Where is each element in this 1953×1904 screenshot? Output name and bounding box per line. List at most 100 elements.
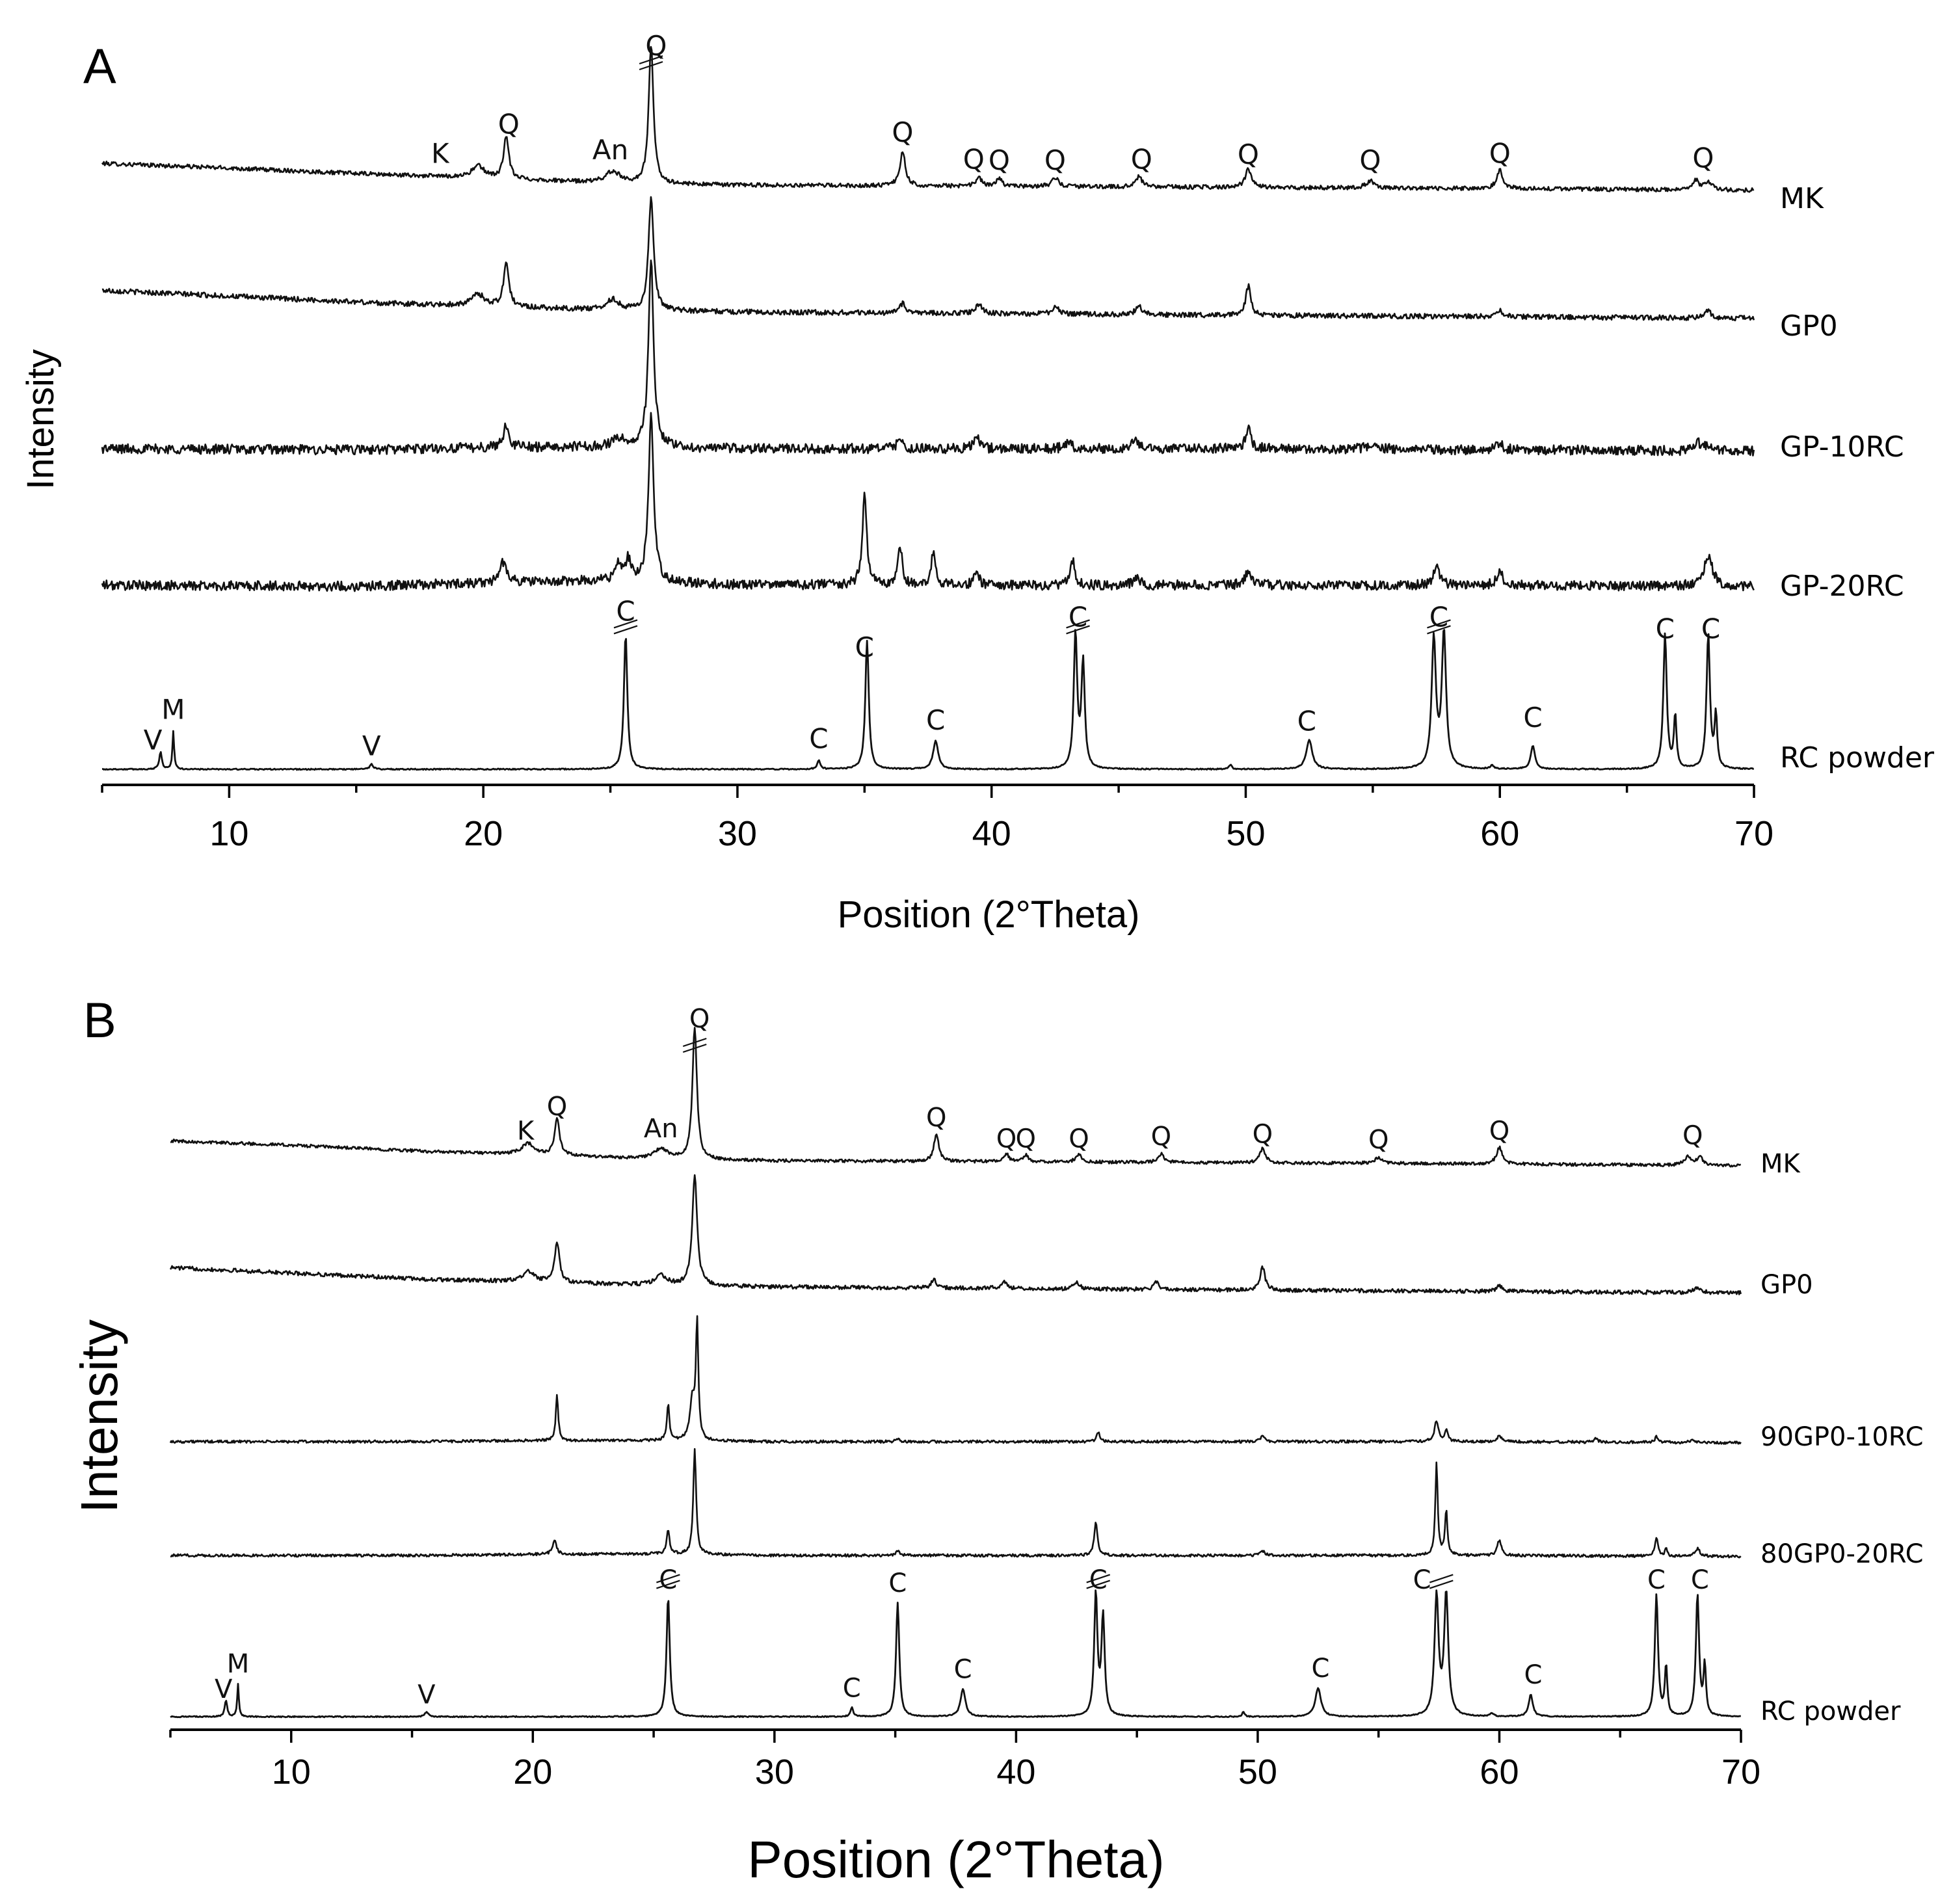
peak-label: Q [892,116,913,148]
x-tick-label: 70 [1734,814,1774,853]
x-tick-label: 20 [513,1752,552,1792]
peak-label: C [616,595,635,627]
peak-label: C [1524,1660,1543,1690]
peak-label: Q [498,108,520,140]
peak-label: K [517,1117,535,1146]
x-tick-label: 20 [464,814,503,853]
trace-gp0 [101,196,1755,322]
peak-label: Q [1044,144,1066,176]
axis-break-mark [1429,1580,1454,1589]
axis-break-mark [1066,619,1090,629]
trace-gp-20rc [101,412,1755,592]
x-axis-title: Position (2°Theta) [838,893,1140,936]
series-label: GP0 [1780,310,1838,343]
peak-label: C [843,1673,861,1703]
peak-label: C [926,704,945,736]
trace-80gp0-20rc [170,1448,1742,1559]
peak-label: Q [989,144,1010,176]
peak-label: C [1069,601,1087,633]
peak-label: Q [1692,142,1714,174]
peak-label: Q [926,1103,946,1133]
series-label: MK [1780,182,1824,215]
axis-break-mark [1427,619,1451,629]
peak-label: Q [1489,137,1511,169]
axis-break-mark [1086,1580,1111,1589]
series-label: RC powder [1780,741,1935,774]
panel-letter: A [83,39,116,94]
x-tick-label: 60 [1480,814,1519,853]
x-tick-label: 50 [1226,814,1265,853]
axis-break-mark [1427,625,1451,635]
peak-label: An [592,134,628,166]
peak-label: Q [996,1124,1016,1154]
peak-label: Q [1253,1120,1273,1150]
peak-label: Q [645,30,667,62]
x-tick-label: 70 [1721,1752,1760,1792]
series-label: GP-10RC [1780,430,1904,464]
peak-label: C [1089,1565,1108,1595]
series-label: GP-20RC [1780,570,1904,603]
x-tick-label: 60 [1480,1752,1519,1792]
trace-gp-10rc [101,259,1755,456]
x-tick-label: 50 [1238,1752,1277,1792]
x-tick-label: 10 [272,1752,311,1792]
peak-label: Q [689,1004,710,1034]
peak-label: C [1701,613,1720,644]
axis-break-mark [639,60,663,71]
peak-label: M [161,694,185,726]
peak-label: Q [547,1092,567,1122]
peak-label: Q [1131,143,1152,175]
x-tick-label: 30 [718,814,757,853]
series-label: 80GP0-20RC [1760,1539,1924,1569]
axis-break-mark [1066,625,1090,635]
series-label: 90GP0-10RC [1760,1422,1924,1452]
series-label: GP0 [1760,1270,1813,1300]
peak-label: V [418,1680,436,1710]
axis-break-mark [656,1574,680,1583]
peak-label: C [855,631,874,663]
peak-label: Q [963,143,985,175]
peak-label: C [954,1655,972,1685]
peak-label: An [644,1114,678,1144]
axis-break-mark [1086,1574,1111,1583]
peak-label: Q [1368,1125,1388,1155]
trace-rc-powder [170,1589,1741,1719]
peak-label: C [1691,1565,1709,1595]
peak-label: V [144,724,163,756]
trace-rc-powder [101,629,1754,771]
peak-label: Q [1238,139,1259,170]
axis-break-mark [1429,1574,1454,1583]
peak-label: C [1413,1565,1431,1595]
trace-90gp0-10rc [169,1315,1742,1445]
peak-label: C [659,1565,677,1595]
x-tick-label: 40 [972,814,1011,853]
peak-label: C [809,723,828,755]
x-axis-title: Position (2°Theta) [747,1831,1164,1888]
y-axis-title: Intensity [20,349,62,490]
peak-label: C [1523,702,1542,734]
y-axis-title: Intensity [70,1319,128,1513]
series-label: MK [1760,1149,1801,1179]
x-tick-label: 40 [996,1752,1035,1792]
peak-label: Q [1069,1124,1089,1154]
peak-label: V [362,730,381,761]
trace-gp0 [169,1174,1742,1295]
peak-label: V [215,1674,233,1704]
axis-break-mark [613,619,638,629]
axis-break-mark [682,1043,707,1053]
x-tick-label: 30 [755,1752,794,1792]
peak-label: M [227,1649,250,1679]
trace-mk [101,46,1755,193]
axis-break-mark [656,1580,680,1589]
axis-break-mark [639,55,663,65]
trace-mk [170,1027,1741,1168]
axis-break-mark [682,1037,707,1048]
axis-break-mark [613,625,638,635]
peak-label: K [431,137,450,169]
x-tick-label: 10 [209,814,248,853]
peak-label: C [1647,1565,1666,1595]
peak-label: Q [1489,1117,1509,1146]
peak-label: C [888,1568,907,1598]
